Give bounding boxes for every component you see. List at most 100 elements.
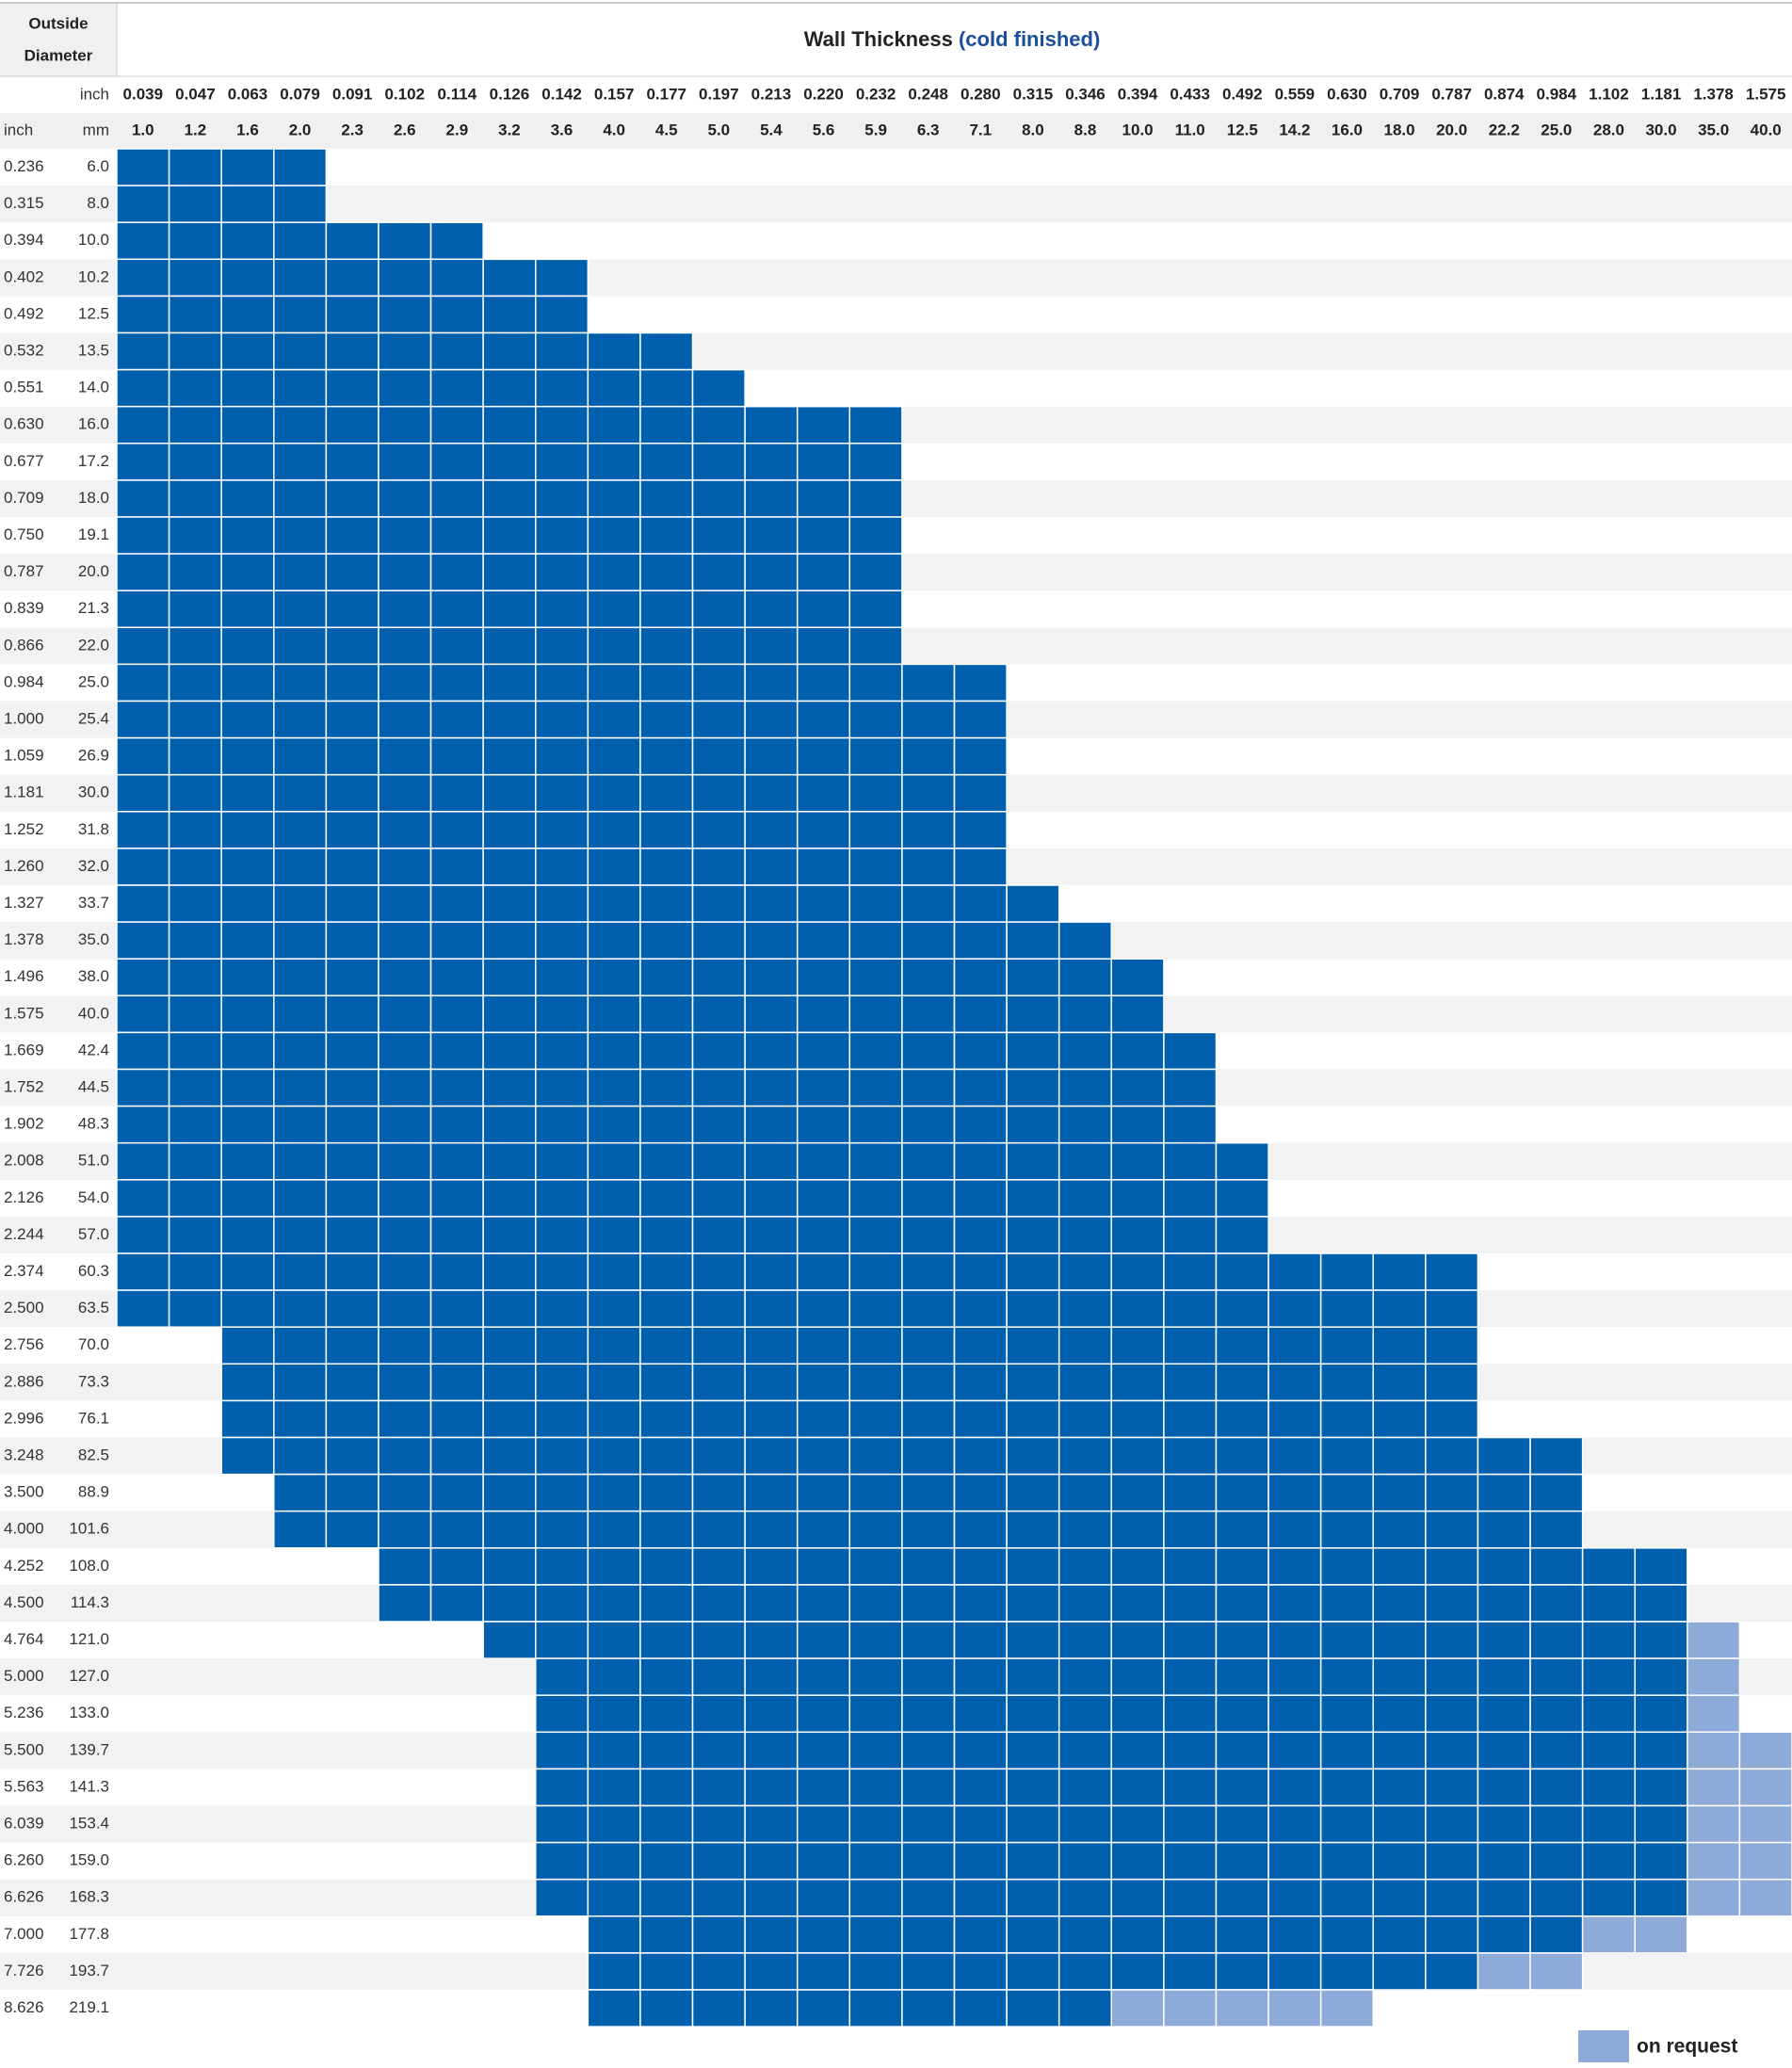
available-cell [953, 773, 1008, 813]
available-cell [1110, 1694, 1165, 1734]
available-cell [796, 773, 851, 813]
available-cell [1006, 884, 1060, 923]
available-cell [220, 258, 275, 298]
available-cell [482, 1510, 537, 1549]
available-cell [587, 994, 641, 1034]
available-cell [587, 848, 641, 886]
available-cell [429, 368, 484, 408]
available-cell [1215, 1731, 1269, 1770]
available-cell [1267, 1252, 1322, 1291]
available-cell [429, 221, 484, 261]
available-cell [744, 1621, 799, 1659]
available-cell [901, 1621, 956, 1659]
column-inch: 0.315 [1013, 85, 1054, 103]
available-cell [220, 1031, 275, 1071]
row-mm: 133.0 [69, 1704, 109, 1721]
column-mm: 22.2 [1489, 121, 1520, 138]
available-cell [1634, 1878, 1688, 1917]
available-cell [1372, 1289, 1427, 1328]
available-cell [1057, 1804, 1113, 1844]
available-cell [220, 479, 275, 518]
column-mm: 2.9 [446, 121, 469, 138]
available-cell [587, 1989, 641, 2028]
column-inch: 0.079 [280, 85, 320, 103]
available-cell [116, 1068, 170, 1107]
column-inch: 0.433 [1170, 85, 1210, 103]
available-cell [744, 443, 799, 481]
available-cell [535, 1473, 589, 1512]
available-cell [1006, 1989, 1060, 2028]
available-cell [744, 1694, 799, 1734]
available-cell [953, 921, 1008, 960]
available-cell [220, 1068, 275, 1107]
available-cell [482, 773, 537, 813]
available-cell [482, 368, 537, 408]
available-cell [1425, 1621, 1479, 1659]
available-cell [1425, 1768, 1479, 1807]
row-inch: 7.000 [4, 1925, 44, 1943]
column-inch: 0.157 [594, 85, 635, 103]
available-cell [691, 1657, 746, 1696]
column-inch: 0.630 [1327, 85, 1367, 103]
available-cell [639, 331, 694, 371]
available-cell [796, 1252, 851, 1291]
available-cell [535, 1105, 589, 1144]
available-cell [220, 848, 275, 886]
column-mm: 28.0 [1593, 121, 1624, 138]
available-cell [325, 811, 379, 849]
available-cell [429, 736, 484, 776]
available-cell [535, 626, 589, 666]
available-cell [796, 1547, 851, 1586]
available-cell [220, 221, 275, 261]
available-cell [848, 1326, 903, 1365]
available-cell [168, 443, 222, 481]
available-cell [1163, 1141, 1218, 1181]
available-cell [1057, 1105, 1113, 1144]
available-cell [1006, 1952, 1060, 1991]
available-cell [744, 921, 799, 960]
available-cell [535, 1657, 589, 1696]
available-cell [744, 626, 799, 666]
available-cell [587, 1179, 641, 1218]
available-cell [953, 736, 1008, 776]
available-cell [587, 553, 641, 591]
row-inch: 1.496 [4, 967, 44, 985]
row-inch: 0.551 [4, 379, 44, 396]
column-inch: 0.114 [438, 85, 477, 103]
available-cell [796, 1952, 851, 1991]
available-cell [116, 700, 170, 739]
available-cell [482, 516, 537, 555]
available-cell [796, 700, 851, 739]
available-cell [535, 736, 589, 776]
available-cell [1057, 1989, 1113, 2028]
available-cell [848, 1584, 903, 1623]
available-cell [639, 1510, 694, 1549]
available-cell [1267, 1694, 1322, 1734]
available-cell [482, 405, 537, 444]
available-cell [1529, 1436, 1584, 1476]
row-inch: 2.500 [4, 1299, 44, 1317]
available-cell [273, 1216, 328, 1254]
available-cell [220, 443, 275, 481]
column-mm: 2.0 [289, 121, 312, 138]
column-inch: 0.213 [751, 85, 792, 103]
column-inch: 0.102 [384, 85, 425, 103]
available-cell [953, 1105, 1008, 1144]
available-cell [744, 736, 799, 776]
available-cell [1581, 1841, 1636, 1881]
row-inch: 2.244 [4, 1225, 44, 1243]
column-inch: 0.232 [856, 85, 896, 103]
available-cell [901, 1878, 956, 1917]
column-mm: 16.0 [1332, 121, 1363, 138]
available-cell [639, 1694, 694, 1734]
available-cell [1477, 1768, 1531, 1807]
available-cell [1163, 1804, 1218, 1844]
available-cell [429, 1216, 484, 1254]
available-cell [482, 958, 537, 997]
available-cell [273, 331, 328, 371]
available-cell [429, 1326, 484, 1365]
available-cell [168, 626, 222, 666]
available-cell [953, 884, 1008, 923]
available-cell [116, 1252, 170, 1291]
available-cell [220, 736, 275, 776]
